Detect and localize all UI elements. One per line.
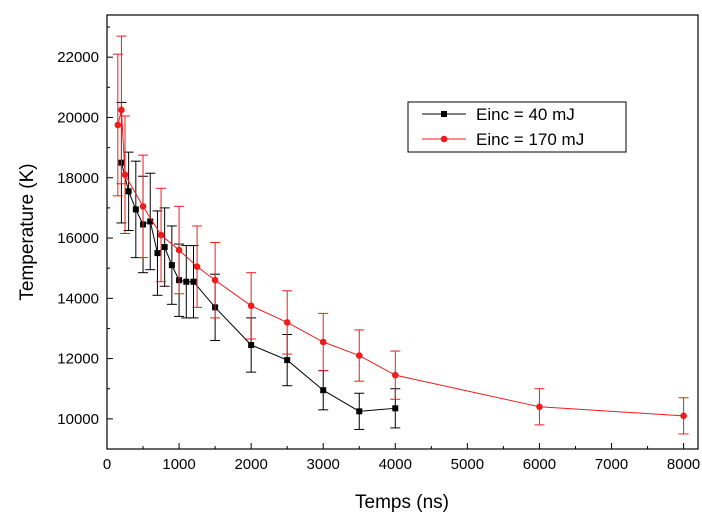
series-0-point-15 <box>356 408 363 415</box>
y-tick-label-6: 22000 <box>57 49 99 66</box>
series-0-point-12 <box>248 342 255 349</box>
legend-label-series-1: Einc = 170 mJ <box>476 130 584 149</box>
series-0-point-7 <box>168 262 175 269</box>
legend-marker-series-1 <box>440 135 448 143</box>
series-layer <box>112 35 689 435</box>
x-tick-label-1: 1000 <box>162 456 195 473</box>
series-0-point-13 <box>284 357 291 364</box>
series-1-point-0 <box>114 121 122 129</box>
series-0-point-9 <box>183 278 190 285</box>
legend-label-series-0: Einc = 40 mJ <box>476 105 575 124</box>
legend-marker-series-0 <box>441 111 447 117</box>
series-1-point-4 <box>157 231 165 239</box>
series-0-point-6 <box>161 244 168 251</box>
series-0-point-16 <box>392 405 399 412</box>
series-0-point-2 <box>132 206 139 213</box>
series-1-point-12 <box>391 371 399 379</box>
series-0-point-1 <box>125 188 132 195</box>
x-tick-label-8: 8000 <box>667 456 700 473</box>
series-1-point-1 <box>118 106 125 114</box>
series-0-point-10 <box>190 278 197 285</box>
series-1-point-14 <box>680 412 687 420</box>
x-tick-label-6: 6000 <box>523 456 556 473</box>
y-tick-label-3: 16000 <box>57 230 99 247</box>
series-1-point-9 <box>283 319 291 326</box>
series-1-point-11 <box>355 352 363 359</box>
series-1-line <box>117 109 684 417</box>
series-1-point-2 <box>121 171 129 179</box>
y-tick-label-2: 14000 <box>57 290 99 307</box>
x-tick-label-7: 7000 <box>595 456 628 473</box>
y-tick-label-5: 20000 <box>57 109 99 126</box>
series-1-point-8 <box>247 302 255 310</box>
series-0 <box>116 101 401 430</box>
plot-frame <box>106 14 699 450</box>
y-tick-label-4: 18000 <box>57 170 99 187</box>
series-1-point-3 <box>139 203 147 210</box>
y-tick-label-0: 10000 <box>57 411 99 428</box>
series-0-point-14 <box>320 387 327 394</box>
legend: Einc = 40 mJ Einc = 170 mJ <box>407 101 627 153</box>
series-1-point-13 <box>536 403 543 411</box>
series-0-point-5 <box>154 250 161 257</box>
series-0-point-4 <box>147 218 154 225</box>
x-tick-label-2: 2000 <box>234 456 267 473</box>
y-axis-title: Temperature (K) <box>17 163 38 300</box>
legend-box <box>407 101 627 153</box>
y-tick-label-1: 12000 <box>57 351 99 368</box>
x-tick-label-0: 0 <box>103 456 111 473</box>
series-1-point-6 <box>193 263 201 270</box>
axes-layer: 0 1000 2000 3000 4000 5000 6000 7000 8000 10000 12… <box>57 26 700 473</box>
series-1-point-10 <box>319 338 327 346</box>
x-tick-label-5: 5000 <box>451 456 484 473</box>
x-tick-label-3: 3000 <box>307 456 340 473</box>
series-1-point-7 <box>211 276 219 284</box>
series-0-line <box>120 162 396 412</box>
series-1 <box>112 35 689 435</box>
series-1-point-5 <box>175 246 183 254</box>
x-tick-label-4: 4000 <box>379 456 412 473</box>
x-axis-title: Temps (ns) <box>355 492 449 513</box>
